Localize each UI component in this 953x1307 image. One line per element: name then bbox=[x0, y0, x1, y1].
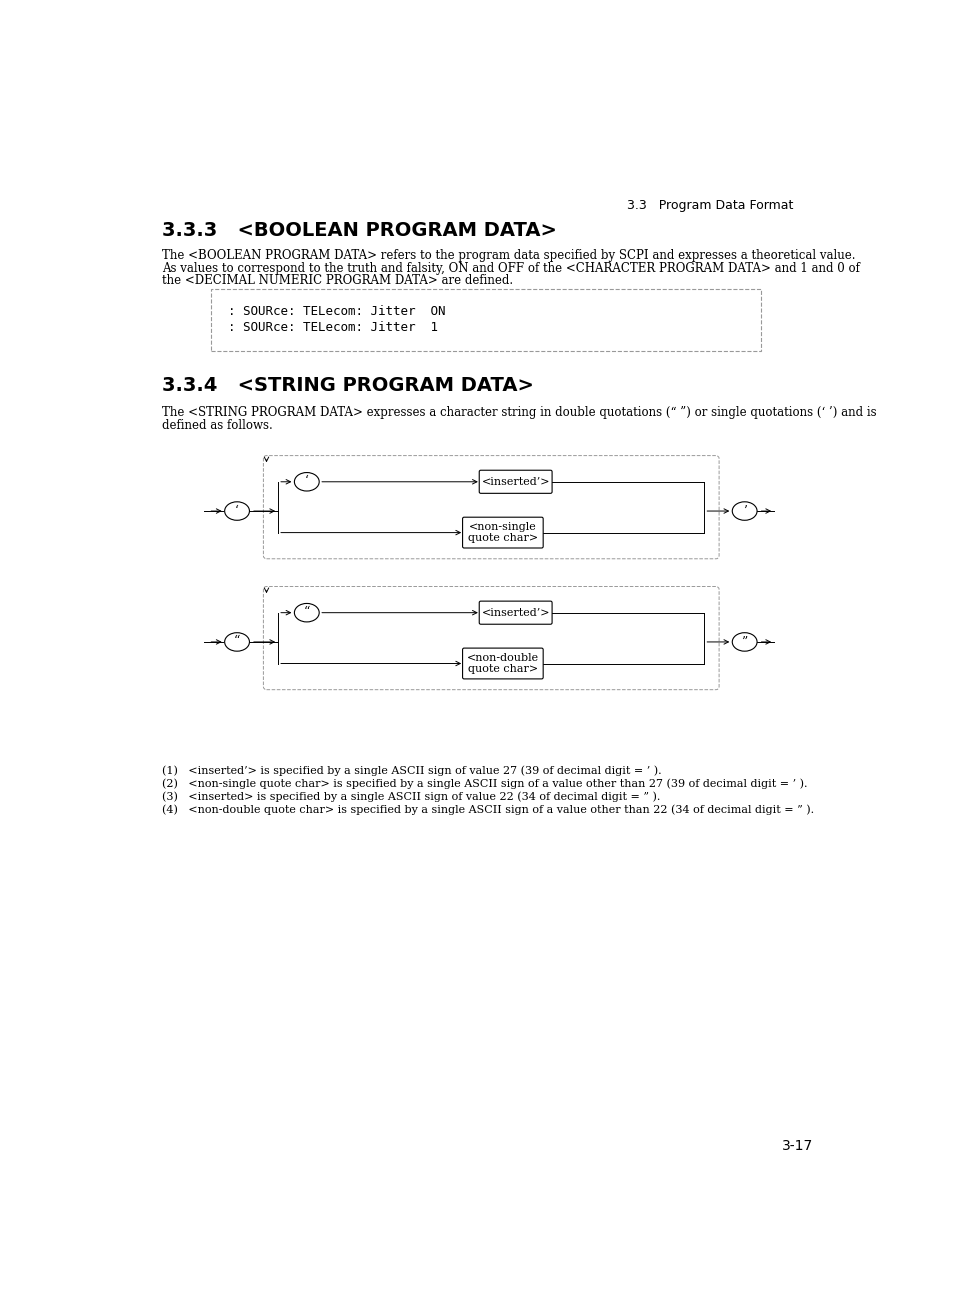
Text: the <DECIMAL NUMERIC PROGRAM DATA> are defined.: the <DECIMAL NUMERIC PROGRAM DATA> are d… bbox=[162, 274, 513, 286]
Ellipse shape bbox=[294, 473, 319, 491]
Text: <non-single
quote char>: <non-single quote char> bbox=[467, 521, 537, 544]
FancyBboxPatch shape bbox=[478, 601, 552, 625]
Text: defined as follows.: defined as follows. bbox=[162, 418, 273, 431]
Text: <non-double
quote char>: <non-double quote char> bbox=[466, 652, 538, 674]
Text: : SOURce: TELecom: Jitter  1: : SOURce: TELecom: Jitter 1 bbox=[228, 320, 437, 333]
Text: ’: ’ bbox=[742, 505, 746, 518]
Ellipse shape bbox=[294, 604, 319, 622]
FancyBboxPatch shape bbox=[211, 289, 760, 350]
FancyBboxPatch shape bbox=[478, 471, 552, 493]
Text: (2)   <non-single quote char> is specified by a single ASCII sign of a value oth: (2) <non-single quote char> is specified… bbox=[162, 778, 806, 789]
Text: “: “ bbox=[233, 635, 240, 648]
Text: (4)   <non-double quote char> is specified by a single ASCII sign of a value oth: (4) <non-double quote char> is specified… bbox=[162, 804, 813, 816]
FancyBboxPatch shape bbox=[462, 648, 542, 678]
Ellipse shape bbox=[732, 633, 757, 651]
Ellipse shape bbox=[224, 502, 249, 520]
Text: “: “ bbox=[303, 606, 310, 620]
Text: The <STRING PROGRAM DATA> expresses a character string in double quotations (“ ”: The <STRING PROGRAM DATA> expresses a ch… bbox=[162, 406, 876, 420]
FancyBboxPatch shape bbox=[263, 587, 719, 690]
Text: : SOURce: TELecom: Jitter  ON: : SOURce: TELecom: Jitter ON bbox=[228, 306, 445, 319]
Text: (3)   <inserted> is specified by a single ASCII sign of value 22 (34 of decimal : (3) <inserted> is specified by a single … bbox=[162, 791, 659, 802]
Text: 3-17: 3-17 bbox=[781, 1138, 812, 1153]
Text: 3.3   Program Data Format: 3.3 Program Data Format bbox=[626, 199, 792, 212]
Text: <inserted’>: <inserted’> bbox=[481, 477, 549, 486]
Text: 3.3.4   <STRING PROGRAM DATA>: 3.3.4 <STRING PROGRAM DATA> bbox=[162, 375, 533, 395]
Text: (1)   <inserted’> is specified by a single ASCII sign of value 27 (39 of decimal: (1) <inserted’> is specified by a single… bbox=[162, 765, 660, 775]
Text: ‘: ‘ bbox=[305, 476, 309, 489]
Text: ‘: ‘ bbox=[234, 505, 239, 518]
Text: <inserted’>: <inserted’> bbox=[481, 608, 549, 618]
FancyBboxPatch shape bbox=[462, 518, 542, 548]
Text: ”: ” bbox=[740, 635, 747, 648]
Ellipse shape bbox=[732, 502, 757, 520]
Text: As values to correspond to the truth and falsity, ON and OFF of the <CHARACTER P: As values to correspond to the truth and… bbox=[162, 261, 859, 274]
Text: The <BOOLEAN PROGRAM DATA> refers to the program data specified by SCPI and expr: The <BOOLEAN PROGRAM DATA> refers to the… bbox=[162, 250, 855, 263]
Ellipse shape bbox=[224, 633, 249, 651]
FancyBboxPatch shape bbox=[263, 456, 719, 559]
Text: 3.3.3   <BOOLEAN PROGRAM DATA>: 3.3.3 <BOOLEAN PROGRAM DATA> bbox=[162, 221, 557, 239]
